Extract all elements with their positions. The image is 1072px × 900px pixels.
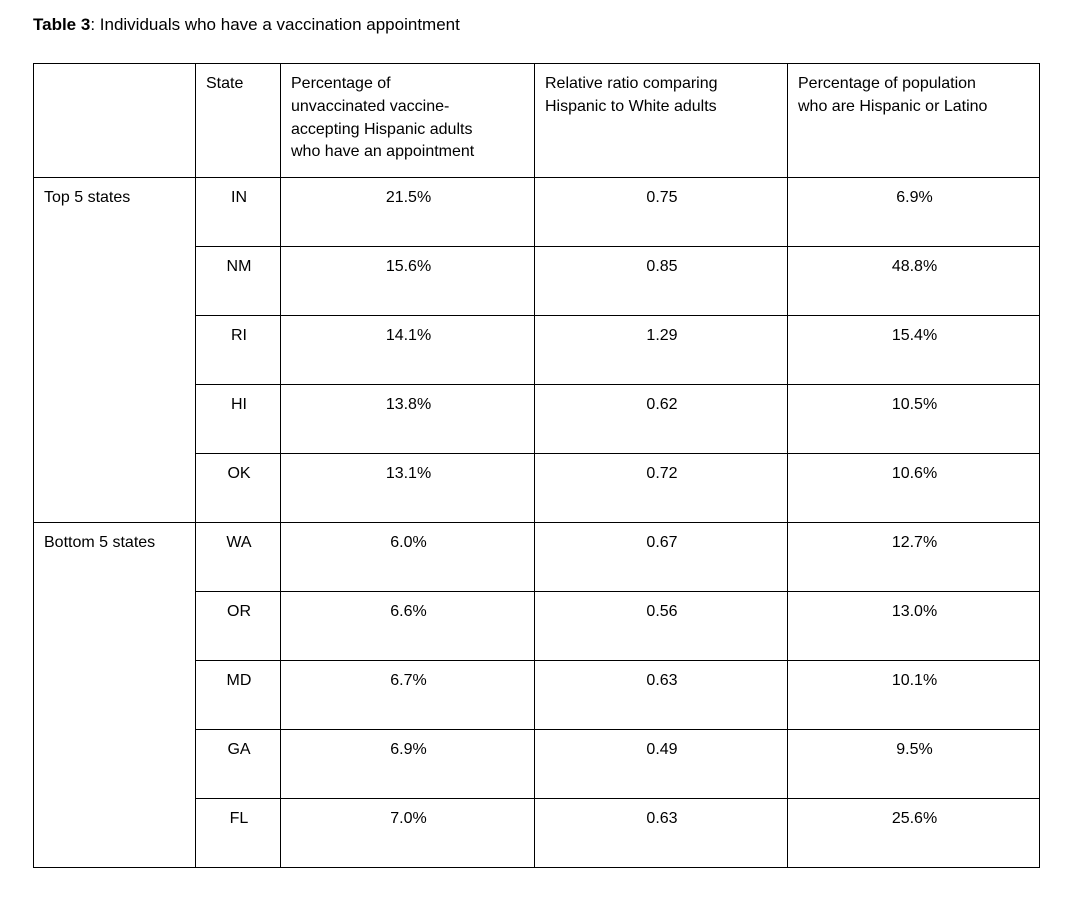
cell-relative-ratio: 0.62 [534, 384, 788, 455]
header-relative-ratio: Relative ratio comparing Hispanic to Whi… [534, 63, 788, 179]
cell-appointment-pct: 15.6% [280, 246, 535, 317]
cell-appointment-pct: 21.5% [280, 177, 535, 248]
group-cell-top-5-states: Top 5 states [33, 177, 196, 524]
header-hispanic-pct: Percentage of population who are Hispani… [787, 63, 1040, 179]
cell-appointment-pct: 6.9% [280, 729, 535, 800]
cell-relative-ratio: 0.63 [534, 660, 788, 731]
table-row: FL 7.0% 0.63 25.6% [34, 798, 1040, 869]
cell-hispanic-pct: 48.8% [787, 246, 1040, 317]
header-state: State [195, 63, 281, 179]
cell-relative-ratio: 0.72 [534, 453, 788, 524]
cell-state: MD [195, 660, 281, 731]
cell-state: GA [195, 729, 281, 800]
vaccination-appointment-table: State Percentage of unvaccinated vaccine… [33, 63, 1040, 869]
table-caption-text: : Individuals who have a vaccination app… [90, 15, 460, 34]
header-appointment-pct: Percentage of unvaccinated vaccine- acce… [280, 63, 535, 179]
cell-hispanic-pct: 10.1% [787, 660, 1040, 731]
header-row: State Percentage of unvaccinated vaccine… [33, 63, 1040, 179]
cell-relative-ratio: 0.75 [534, 177, 788, 248]
table-row: Top 5 states IN 21.5% 0.75 6.9% [33, 177, 1040, 524]
cell-appointment-pct: 13.8% [280, 384, 535, 455]
cell-relative-ratio: 1.29 [534, 315, 788, 386]
cell-hispanic-pct: 13.0% [787, 591, 1040, 662]
cell-state: OK [195, 453, 281, 524]
cell-relative-ratio: 0.63 [534, 798, 788, 869]
cell-hispanic-pct: 9.5% [787, 729, 1040, 800]
cell-state: IN [195, 177, 281, 248]
table-row: HI 13.8% 0.62 10.5% [34, 384, 1040, 455]
group-cell-bottom-5-states: Bottom 5 states [33, 522, 196, 869]
cell-appointment-pct: 14.1% [280, 315, 535, 386]
table-row: OK 13.1% 0.72 10.6% [34, 453, 1040, 524]
cell-hispanic-pct: 12.7% [787, 522, 1040, 593]
cell-state: HI [195, 384, 281, 455]
cell-hispanic-pct: 15.4% [787, 315, 1040, 386]
cell-relative-ratio: 0.67 [534, 522, 788, 593]
cell-hispanic-pct: 10.5% [787, 384, 1040, 455]
table-row: OR 6.6% 0.56 13.0% [34, 591, 1040, 662]
table-row: RI 14.1% 1.29 15.4% [34, 315, 1040, 386]
cell-relative-ratio: 0.56 [534, 591, 788, 662]
cell-relative-ratio: 0.49 [534, 729, 788, 800]
table-row: Bottom 5 states WA 6.0% 0.67 12.7% [33, 522, 1040, 869]
cell-state: RI [195, 315, 281, 386]
cell-state: OR [195, 591, 281, 662]
table-row: GA 6.9% 0.49 9.5% [34, 729, 1040, 800]
cell-hispanic-pct: 25.6% [787, 798, 1040, 869]
cell-appointment-pct: 13.1% [280, 453, 535, 524]
cell-state: FL [195, 798, 281, 869]
table-row: NM 15.6% 0.85 48.8% [34, 246, 1040, 317]
cell-state: NM [195, 246, 281, 317]
cell-hispanic-pct: 6.9% [787, 177, 1040, 248]
cell-relative-ratio: 0.85 [534, 246, 788, 317]
cell-appointment-pct: 6.0% [280, 522, 535, 593]
table-row: MD 6.7% 0.63 10.1% [34, 660, 1040, 731]
cell-appointment-pct: 7.0% [280, 798, 535, 869]
table-caption: Table 3: Individuals who have a vaccinat… [33, 14, 1072, 36]
table-caption-label: Table 3 [33, 15, 91, 34]
cell-hispanic-pct: 10.6% [787, 453, 1040, 524]
header-group-empty [33, 63, 196, 179]
cell-appointment-pct: 6.7% [280, 660, 535, 731]
cell-appointment-pct: 6.6% [280, 591, 535, 662]
cell-state: WA [195, 522, 281, 593]
